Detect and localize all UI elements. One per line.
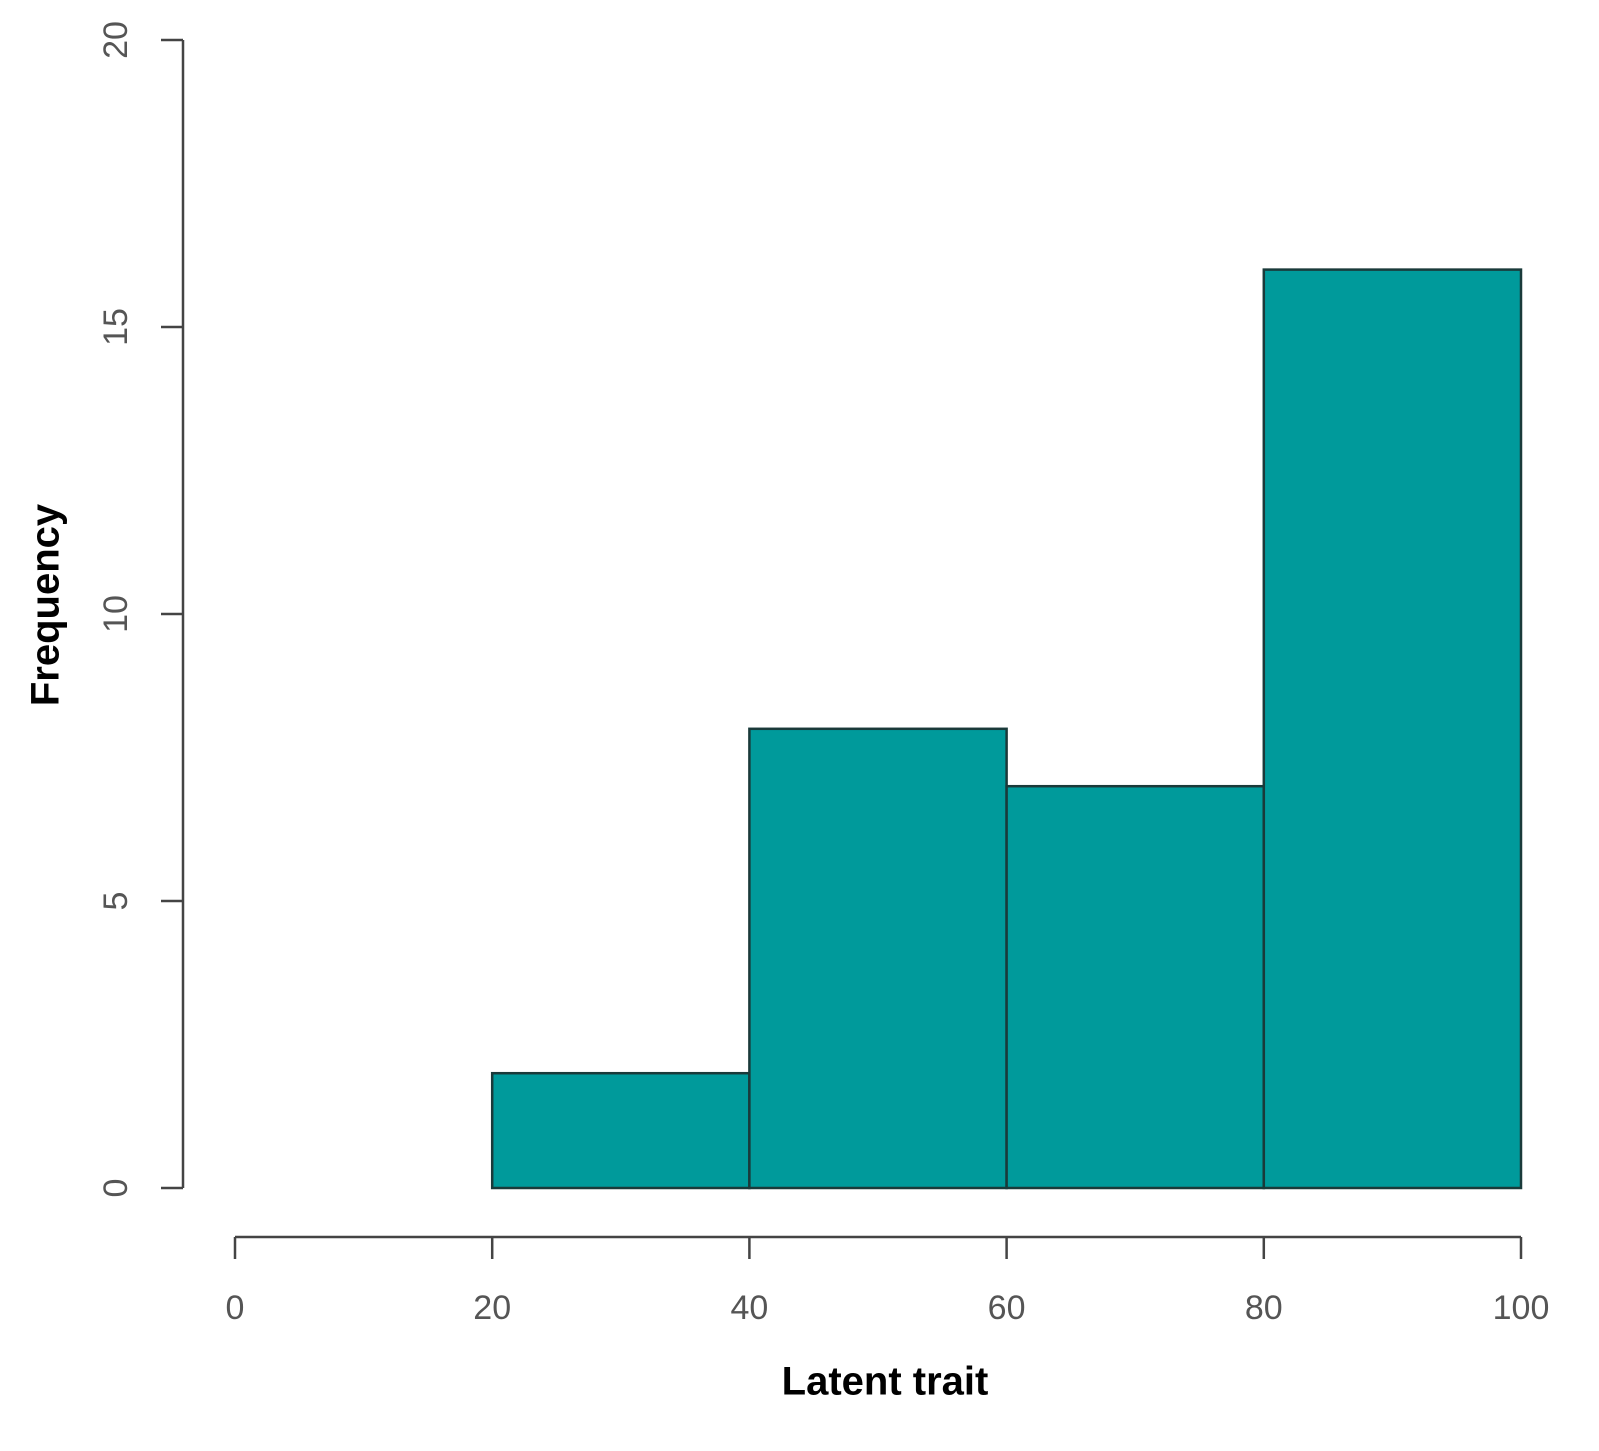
bar [748,727,1008,1190]
x-tick-label: 100 [1493,1289,1550,1327]
bar [1262,268,1523,1190]
y-tick-label: 20 [97,21,135,59]
x-tick-label: 20 [473,1289,511,1327]
y-tick-label: 15 [97,308,135,346]
y-tick-label: 0 [97,1179,135,1198]
x-tick-label: 40 [730,1289,768,1327]
y-axis-label: Frequency [24,503,68,706]
x-tick-label: 60 [988,1289,1026,1327]
x-tick-label: 0 [226,1289,245,1327]
x-axis-label: Latent trait [782,1360,989,1404]
bar [490,1071,751,1190]
y-tick-label: 10 [97,595,135,633]
y-tick-label: 5 [97,892,135,911]
bar [1005,784,1266,1190]
x-tick-label: 80 [1245,1289,1283,1327]
